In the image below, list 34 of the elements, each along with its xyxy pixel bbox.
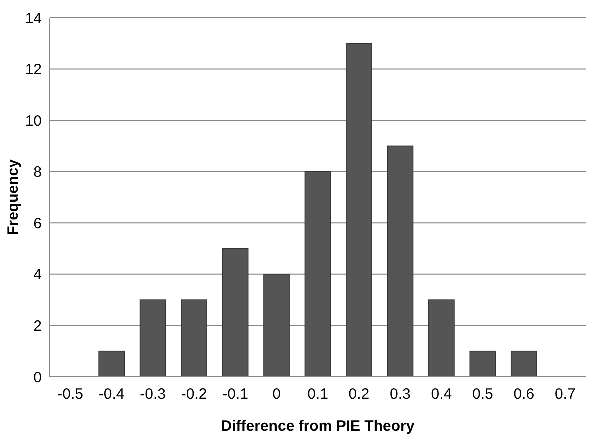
x-tick-label: 0.5	[472, 386, 494, 403]
bar	[428, 300, 455, 378]
x-tick-label: 0.6	[514, 386, 535, 403]
bar	[264, 274, 290, 378]
bar	[222, 248, 249, 378]
x-tick-label: -0.1	[222, 386, 248, 403]
bar	[510, 350, 538, 378]
x-tick-label: -0.3	[140, 386, 166, 403]
bar	[98, 350, 126, 378]
bar	[181, 300, 208, 378]
bar	[140, 300, 166, 378]
y-tick-label: 14	[25, 10, 42, 28]
y-tick-label: 4	[34, 266, 42, 284]
y-tick-label: 8	[34, 164, 42, 182]
bar	[470, 350, 496, 378]
x-tick-label: 0.2	[348, 386, 370, 403]
y-axis-title: Frequency	[5, 158, 22, 236]
x-tick-label: -0.2	[181, 386, 208, 403]
bar	[304, 171, 332, 378]
x-tick-label: 0	[272, 386, 281, 403]
y-tick-label: 6	[34, 215, 42, 232]
y-tick-label: 10	[25, 112, 42, 130]
x-tick-label: -0.5	[58, 386, 84, 403]
y-tick-label: 0	[34, 369, 42, 386]
bar	[387, 146, 414, 378]
x-axis-title: Difference from PIE Theory	[221, 418, 416, 435]
x-tick-label: 0.1	[308, 386, 328, 403]
x-tick-label: 0.3	[390, 386, 411, 403]
bar	[346, 43, 372, 378]
x-tick-label: -0.4	[98, 386, 125, 403]
x-tick-label: 0.7	[554, 386, 576, 403]
x-tick-label: 0.4	[431, 386, 452, 403]
y-tick-label: 12	[25, 62, 42, 79]
y-tick-label: 2	[34, 318, 42, 335]
